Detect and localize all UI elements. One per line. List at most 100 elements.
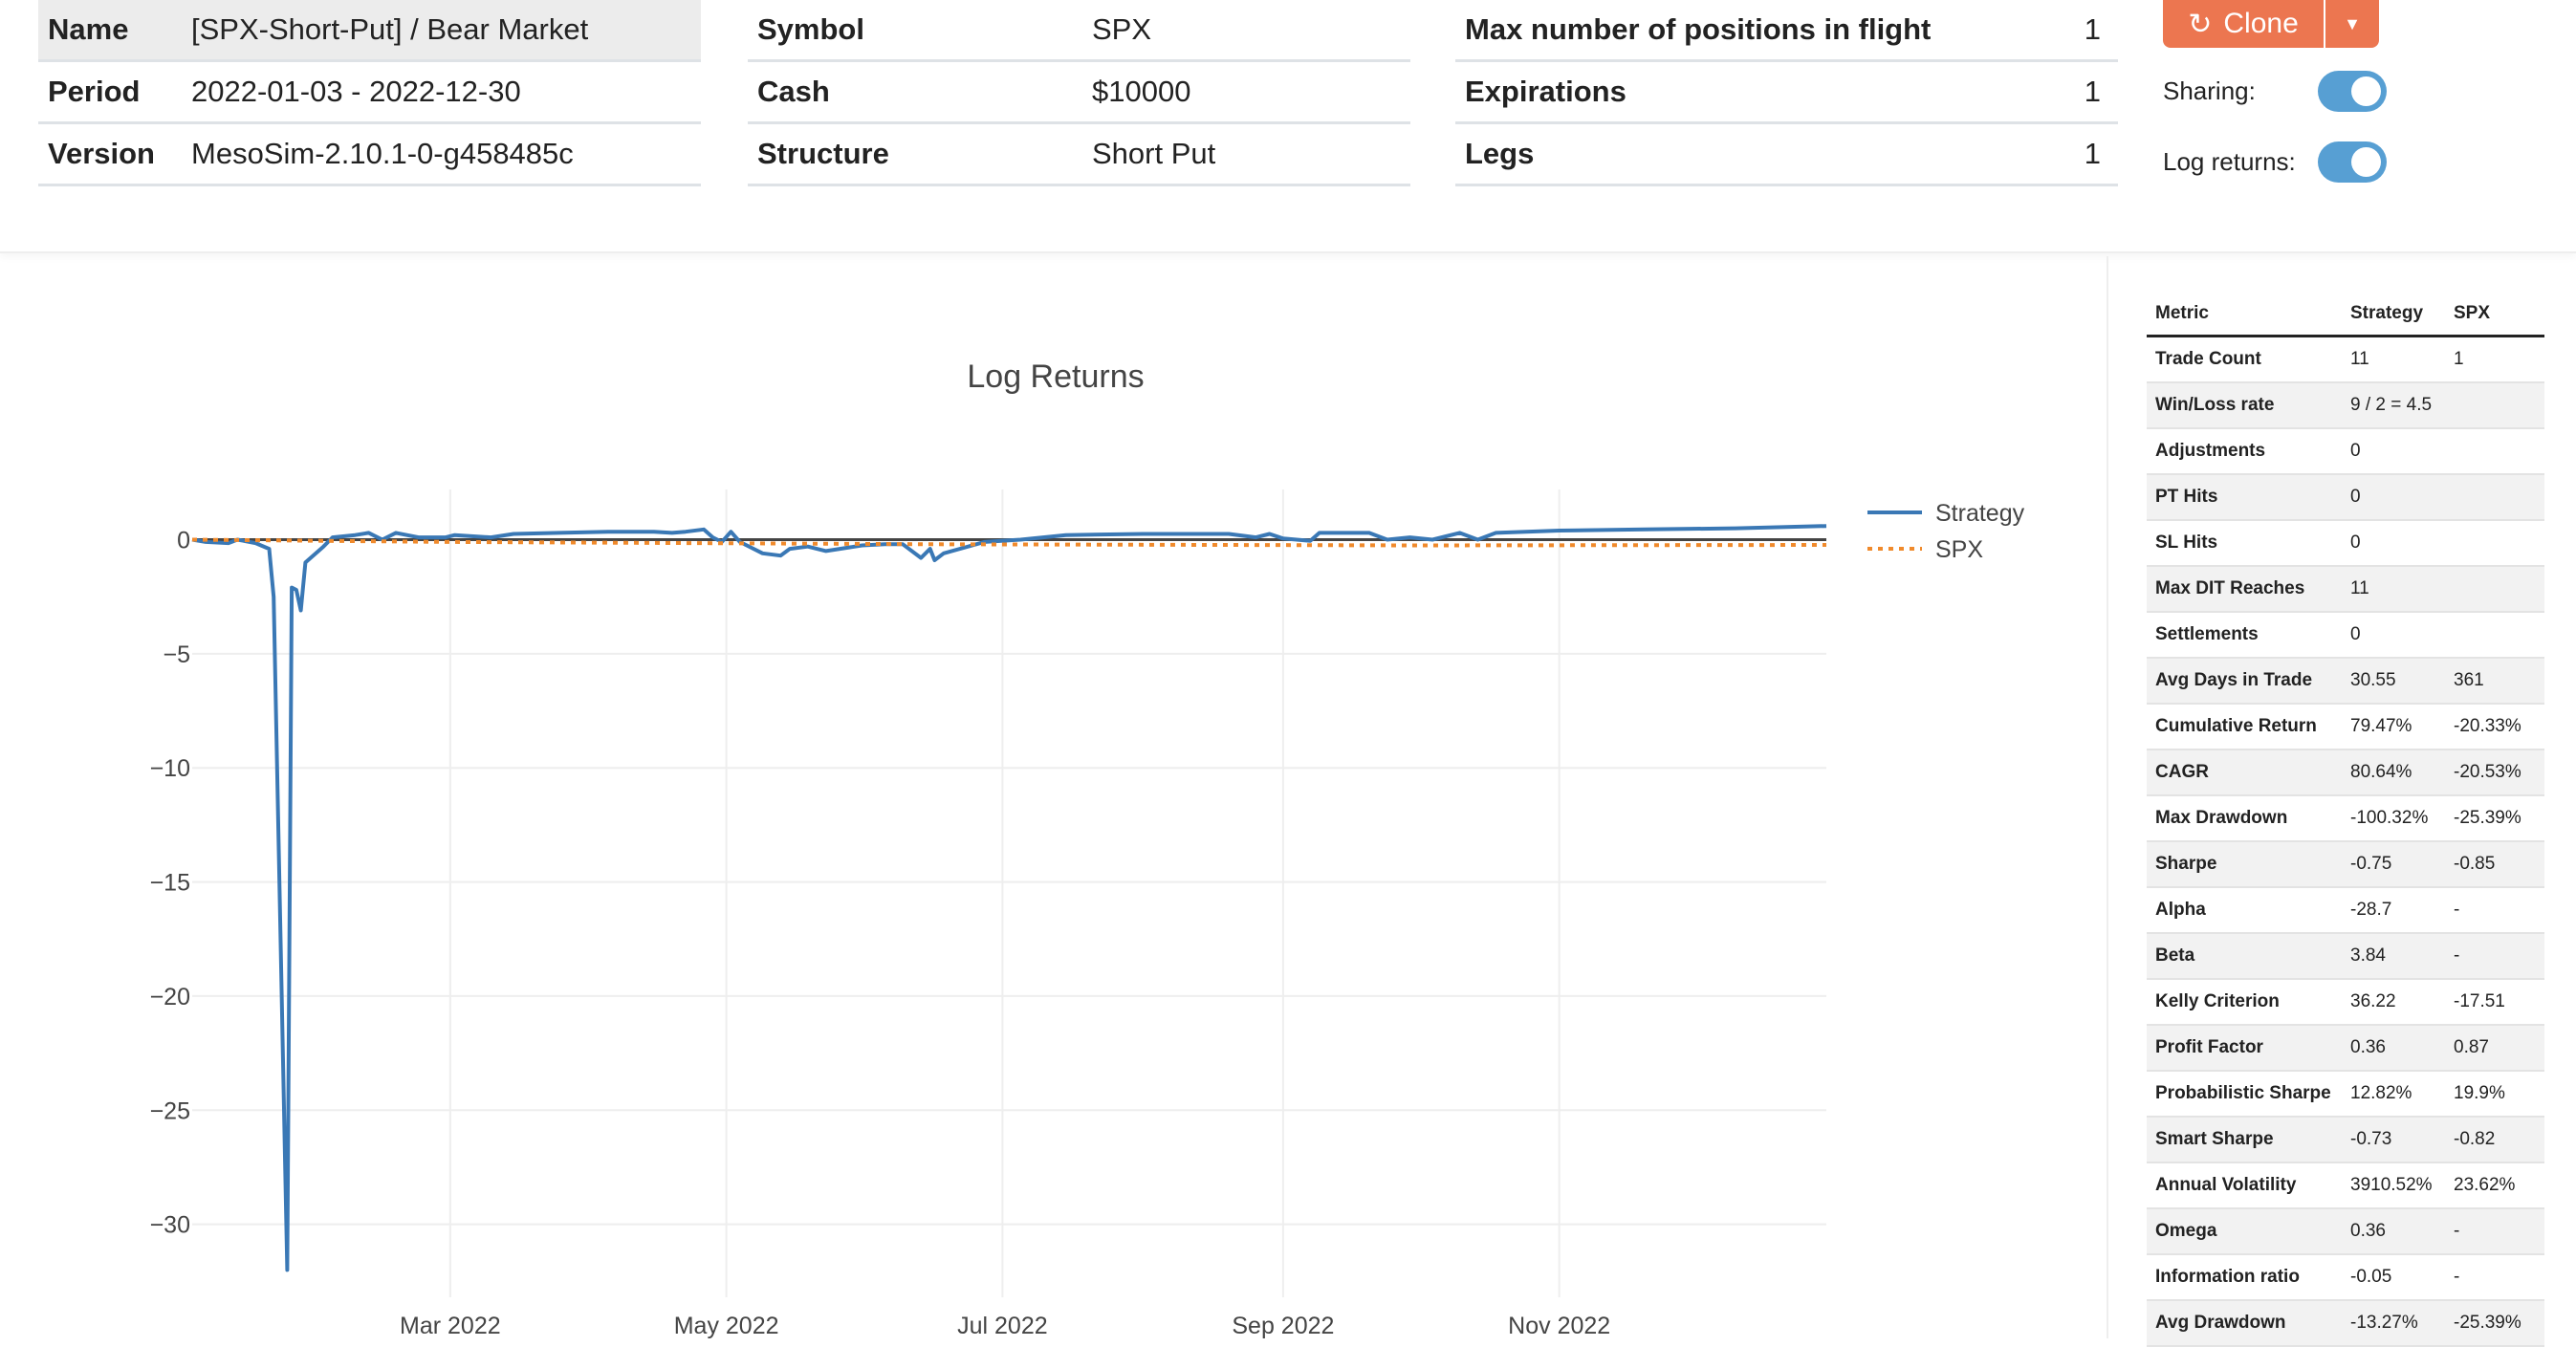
clone-dropdown-button[interactable]: ▼: [2325, 0, 2379, 48]
metric-name: Omega: [2155, 1221, 2217, 1241]
y-tick-label: −30: [150, 1212, 190, 1239]
metric-name: Information ratio: [2155, 1267, 2300, 1287]
y-tick-label: −25: [150, 1097, 190, 1124]
metric-strategy-value: 3.84: [2350, 945, 2386, 966]
metric-spx-value: -: [2454, 945, 2460, 966]
info-key: Period: [48, 75, 141, 108]
y-tick-label: −5: [163, 641, 190, 668]
info-key: Version: [48, 137, 155, 170]
info-row: Structure Short Put: [748, 124, 1410, 186]
metric-name: Avg Drawdown: [2155, 1313, 2286, 1333]
metric-spx-value: -0.85: [2454, 854, 2496, 874]
metric-strategy-value: 0.36: [2350, 1221, 2386, 1241]
clone-button[interactable]: ↻ Clone: [2163, 0, 2325, 48]
metric-row: Information ratio -0.05 -: [2147, 1255, 2544, 1301]
metric-name: Win/Loss rate: [2155, 395, 2275, 415]
strategy-header: Name [SPX-Short-Put] / Bear Market Period 2…: [0, 0, 2576, 253]
metric-strategy-value: 11: [2350, 578, 2369, 598]
metric-row: Smart Sharpe -0.73 -0.82: [2147, 1118, 2544, 1163]
metric-spx-value: -25.39%: [2454, 1313, 2521, 1333]
info-value: 1: [2084, 137, 2101, 170]
chart-title: Log Returns: [967, 358, 1144, 395]
metric-strategy-value: 0: [2350, 487, 2361, 507]
sharing-toggle[interactable]: [2318, 71, 2387, 112]
metric-strategy-value: 0.36: [2350, 1037, 2386, 1057]
metric-row: Cumulative Return 79.47% -20.33%: [2147, 705, 2544, 750]
header-spx: SPX: [2454, 302, 2491, 323]
metric-row: Annual Volatility 3910.52% 23.62%: [2147, 1163, 2544, 1209]
metric-strategy-value: 79.47%: [2350, 716, 2412, 736]
metric-spx-value: -20.53%: [2454, 762, 2521, 782]
info-row: Expirations 1: [1455, 62, 2118, 124]
series-line-spx: [191, 537, 1827, 548]
metric-strategy-value: 36.22: [2350, 991, 2396, 1011]
metric-spx-value: 0.87: [2454, 1037, 2489, 1057]
metric-spx-value: -: [2454, 900, 2460, 920]
metric-row: CAGR 80.64% -20.53%: [2147, 750, 2544, 796]
metric-row: Probabilistic Sharpe 12.82% 19.9%: [2147, 1072, 2544, 1118]
metric-strategy-value: -13.27%: [2350, 1313, 2418, 1333]
x-tick-label: May 2022: [674, 1313, 779, 1338]
metric-strategy-value: -100.32%: [2350, 808, 2429, 828]
metric-strategy-value: -0.05: [2350, 1267, 2392, 1287]
metric-spx-value: -25.39%: [2454, 808, 2521, 828]
metrics-table: Metric Strategy SPX Trade Count 11 1 Win/Lo…: [2147, 292, 2544, 1347]
metric-strategy-value: 0: [2350, 441, 2361, 461]
log-returns-chart[interactable]: Log Returns Mar 2022 May 2022 Jul 2022 Sep 2…: [0, 256, 2108, 1339]
metric-name: PT Hits: [2155, 487, 2218, 507]
clone-label: Clone: [2223, 8, 2299, 39]
info-key: Expirations: [1465, 75, 1626, 108]
metric-name: Kelly Criterion: [2155, 991, 2280, 1011]
metric-row: Omega 0.36 -: [2147, 1209, 2544, 1255]
legend-label: SPX: [1935, 536, 1983, 563]
metric-row: Settlements 0: [2147, 613, 2544, 659]
info-key: Name: [48, 12, 129, 46]
metric-name: Settlements: [2155, 624, 2259, 644]
info-key: Structure: [757, 137, 889, 170]
info-row: Version MesoSim-2.10.1-0-g458485c: [38, 124, 701, 186]
info-row: Period 2022-01-03 - 2022-12-30: [38, 62, 701, 124]
y-tick-label: 0: [177, 528, 190, 554]
x-tick-label: Jul 2022: [957, 1313, 1048, 1338]
info-key: Symbol: [757, 12, 864, 46]
metric-strategy-value: 11: [2350, 349, 2369, 369]
metric-name: Sharpe: [2155, 854, 2217, 874]
info-key: Legs: [1465, 137, 1535, 170]
log-returns-toggle-row: Log returns:: [2163, 141, 2387, 183]
metric-row: Win/Loss rate 9 / 2 = 4.5: [2147, 383, 2544, 429]
y-tick-label: −20: [150, 984, 190, 1010]
metric-spx-value: 23.62%: [2454, 1175, 2516, 1195]
metric-row: Avg Drawdown -13.27% -25.39%: [2147, 1301, 2544, 1347]
x-tick-label: Sep 2022: [1232, 1313, 1334, 1338]
metrics-header-row: Metric Strategy SPX: [2147, 292, 2544, 337]
info-value: 2022-01-03 - 2022-12-30: [191, 75, 521, 108]
log-returns-toggle[interactable]: [2318, 141, 2387, 183]
x-tick-label: Nov 2022: [1508, 1313, 1610, 1338]
header-metric: Metric: [2155, 302, 2209, 323]
metric-row: Kelly Criterion 36.22 -17.51: [2147, 980, 2544, 1026]
y-tick-label: −10: [150, 755, 190, 782]
info-row: Legs 1: [1455, 124, 2118, 186]
metric-strategy-value: 0: [2350, 624, 2361, 644]
x-tick-label: Mar 2022: [400, 1313, 501, 1338]
metric-row: SL Hits 0: [2147, 521, 2544, 567]
info-table-general: Name [SPX-Short-Put] / Bear Market Period 2…: [38, 0, 701, 186]
metric-name: CAGR: [2155, 762, 2209, 782]
metric-spx-value: -: [2454, 1221, 2460, 1241]
info-value: [SPX-Short-Put] / Bear Market: [191, 12, 589, 46]
metric-row: Trade Count 11 1: [2147, 337, 2544, 383]
metric-name: Avg Days in Trade: [2155, 670, 2313, 690]
log-returns-label: Log returns:: [2163, 147, 2296, 176]
info-value: MesoSim-2.10.1-0-g458485c: [191, 137, 574, 170]
metric-row: Profit Factor 0.36 0.87: [2147, 1026, 2544, 1072]
metric-spx-value: -17.51: [2454, 991, 2505, 1011]
info-row: Symbol SPX: [748, 0, 1410, 62]
metric-row: PT Hits 0: [2147, 475, 2544, 521]
metric-spx-value: -0.82: [2454, 1129, 2496, 1149]
metric-row: Alpha -28.7 -: [2147, 888, 2544, 934]
metric-name: Smart Sharpe: [2155, 1129, 2274, 1149]
metric-name: Probabilistic Sharpe: [2155, 1083, 2331, 1103]
y-tick-label: −15: [150, 870, 190, 897]
metric-strategy-value: -28.7: [2350, 900, 2392, 920]
metric-name: Alpha: [2155, 900, 2206, 920]
